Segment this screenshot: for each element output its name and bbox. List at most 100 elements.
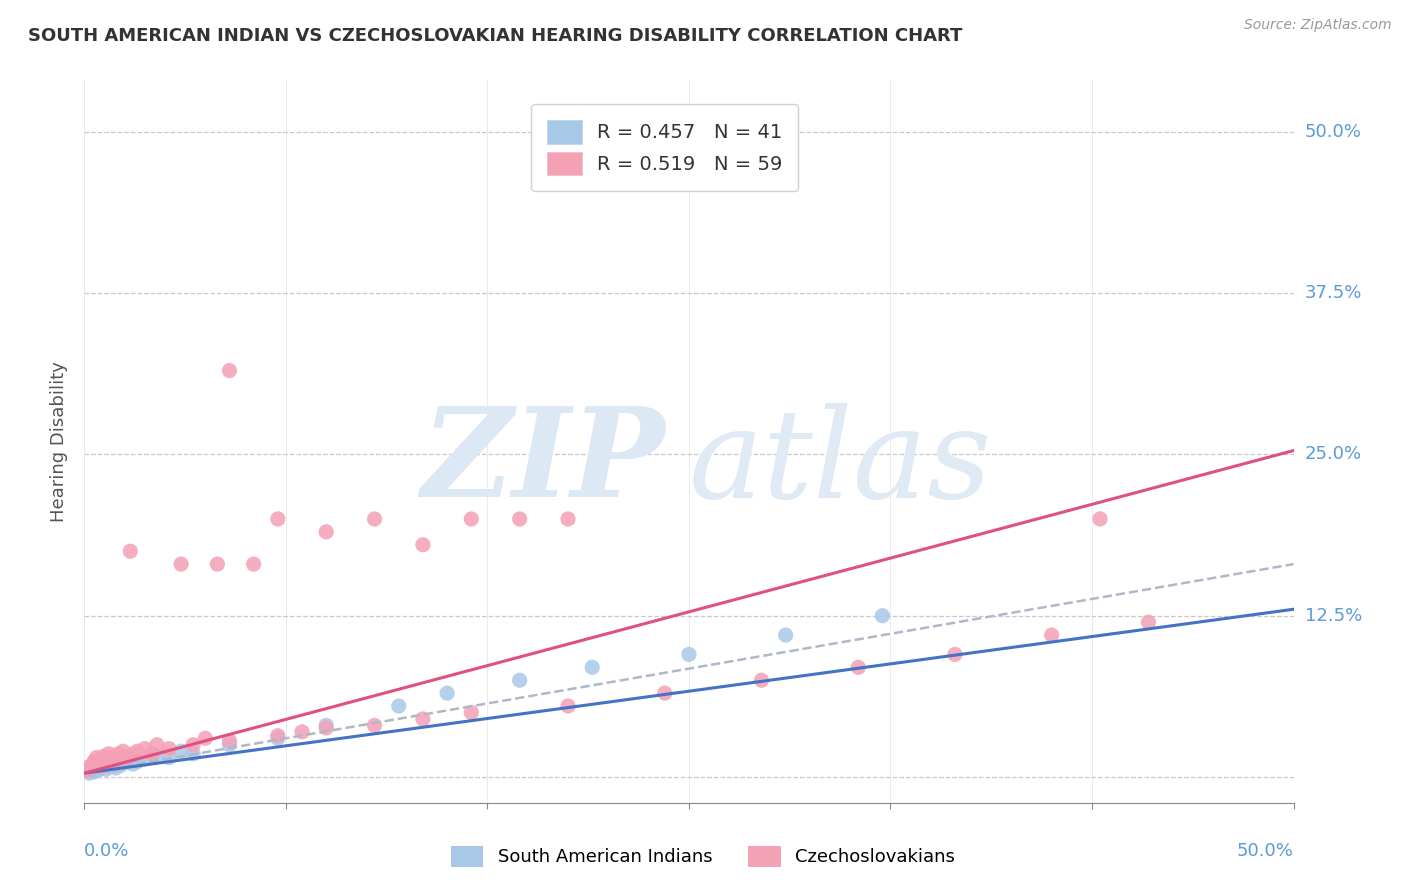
- Point: [121, 757, 143, 772]
- Text: ZIP: ZIP: [420, 402, 665, 524]
- Point: [141, 747, 163, 761]
- Point: [80, 762, 103, 776]
- Point: [93, 755, 115, 769]
- Point: [97, 758, 120, 772]
- Text: 50.0%: 50.0%: [1305, 123, 1361, 141]
- Point: [120, 544, 142, 558]
- Point: [943, 648, 966, 662]
- Point: [181, 738, 204, 752]
- Point: [157, 750, 180, 764]
- Point: [678, 648, 700, 662]
- Y-axis label: Hearing Disability: Hearing Disability: [51, 361, 69, 522]
- Point: [460, 512, 482, 526]
- Point: [751, 673, 773, 688]
- Point: [127, 755, 149, 769]
- Point: [775, 628, 797, 642]
- Point: [363, 718, 385, 732]
- Point: [1088, 512, 1111, 526]
- Point: [110, 758, 132, 772]
- Point: [77, 760, 100, 774]
- Point: [315, 524, 337, 539]
- Point: [87, 762, 110, 776]
- Point: [110, 750, 132, 764]
- Point: [94, 762, 117, 776]
- Point: [117, 750, 139, 764]
- Legend: South American Indians, Czechoslovakians: South American Indians, Czechoslovakians: [443, 838, 963, 874]
- Point: [267, 731, 290, 746]
- Point: [87, 758, 110, 772]
- Point: [103, 757, 125, 772]
- Point: [104, 761, 127, 775]
- Point: [412, 712, 434, 726]
- Point: [90, 761, 112, 775]
- Text: 50.0%: 50.0%: [1237, 842, 1294, 860]
- Point: [363, 512, 385, 526]
- Point: [114, 749, 136, 764]
- Point: [267, 729, 290, 743]
- Point: [83, 757, 105, 772]
- Point: [134, 741, 156, 756]
- Point: [388, 699, 411, 714]
- Point: [86, 760, 108, 774]
- Point: [291, 724, 314, 739]
- Point: [90, 752, 112, 766]
- Point: [1040, 628, 1063, 642]
- Point: [93, 760, 115, 774]
- Point: [97, 747, 120, 761]
- Point: [86, 760, 108, 774]
- Point: [77, 766, 100, 780]
- Point: [654, 686, 676, 700]
- Point: [97, 755, 120, 769]
- Text: 37.5%: 37.5%: [1305, 285, 1362, 302]
- Point: [872, 608, 894, 623]
- Point: [509, 673, 531, 688]
- Point: [90, 757, 112, 772]
- Point: [93, 760, 115, 774]
- Point: [218, 734, 240, 748]
- Point: [218, 738, 240, 752]
- Point: [557, 699, 579, 714]
- Point: [87, 755, 110, 769]
- Point: [83, 764, 105, 779]
- Point: [157, 741, 180, 756]
- Point: [194, 731, 217, 746]
- Point: [1137, 615, 1160, 630]
- Point: [87, 758, 110, 772]
- Point: [127, 744, 149, 758]
- Text: SOUTH AMERICAN INDIAN VS CZECHOSLOVAKIAN HEARING DISABILITY CORRELATION CHART: SOUTH AMERICAN INDIAN VS CZECHOSLOVAKIAN…: [28, 27, 963, 45]
- Text: atlas: atlas: [689, 402, 993, 524]
- Point: [104, 757, 127, 772]
- Point: [86, 764, 108, 778]
- Point: [207, 557, 229, 571]
- Point: [90, 757, 112, 772]
- Point: [100, 755, 122, 769]
- Point: [170, 744, 193, 758]
- Point: [97, 753, 120, 767]
- Point: [100, 760, 122, 774]
- Point: [412, 538, 434, 552]
- Point: [218, 363, 240, 377]
- Point: [76, 764, 98, 778]
- Point: [557, 512, 579, 526]
- Point: [80, 760, 103, 774]
- Text: 25.0%: 25.0%: [1305, 445, 1362, 464]
- Point: [181, 747, 204, 761]
- Point: [117, 753, 139, 767]
- Point: [146, 749, 169, 764]
- Point: [146, 738, 169, 752]
- Point: [170, 557, 193, 571]
- Point: [121, 747, 143, 761]
- Point: [112, 756, 135, 770]
- Point: [107, 755, 129, 769]
- Point: [315, 718, 337, 732]
- Point: [107, 747, 129, 761]
- Point: [436, 686, 458, 700]
- Point: [83, 757, 105, 772]
- Point: [112, 744, 135, 758]
- Point: [83, 755, 105, 769]
- Point: [103, 750, 125, 764]
- Legend: R = 0.457   N = 41, R = 0.519   N = 59: R = 0.457 N = 41, R = 0.519 N = 59: [531, 104, 799, 191]
- Text: 12.5%: 12.5%: [1305, 607, 1362, 624]
- Point: [267, 512, 290, 526]
- Point: [134, 752, 156, 766]
